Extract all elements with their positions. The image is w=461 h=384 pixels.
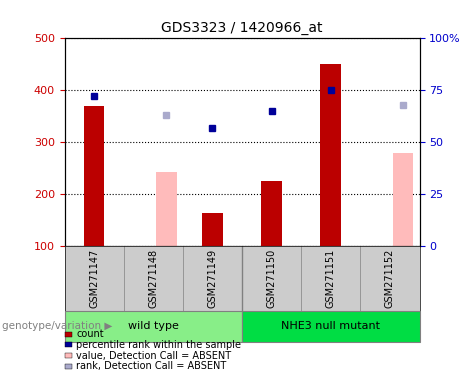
Text: GSM271150: GSM271150	[266, 249, 277, 308]
Text: NHE3 null mutant: NHE3 null mutant	[281, 321, 380, 331]
Text: GSM271148: GSM271148	[148, 249, 158, 308]
Bar	[84, 106, 105, 246]
Text: count: count	[77, 329, 104, 339]
Title: GDS3323 / 1420966_at: GDS3323 / 1420966_at	[161, 21, 323, 35]
Text: GSM271149: GSM271149	[207, 249, 218, 308]
Text: genotype/variation ▶: genotype/variation ▶	[2, 321, 112, 331]
Bar	[156, 172, 177, 246]
Bar	[320, 64, 341, 246]
Bar	[65, 311, 242, 342]
Text: GSM271152: GSM271152	[385, 249, 395, 308]
Text: GSM271151: GSM271151	[326, 249, 336, 308]
Text: GSM271147: GSM271147	[89, 249, 99, 308]
Bar	[261, 181, 282, 246]
Bar	[242, 311, 420, 342]
Bar	[202, 213, 223, 246]
Text: value, Detection Call = ABSENT: value, Detection Call = ABSENT	[77, 351, 231, 361]
Bar	[393, 154, 414, 246]
Text: rank, Detection Call = ABSENT: rank, Detection Call = ABSENT	[77, 361, 227, 371]
Text: percentile rank within the sample: percentile rank within the sample	[77, 340, 242, 350]
Text: wild type: wild type	[128, 321, 179, 331]
